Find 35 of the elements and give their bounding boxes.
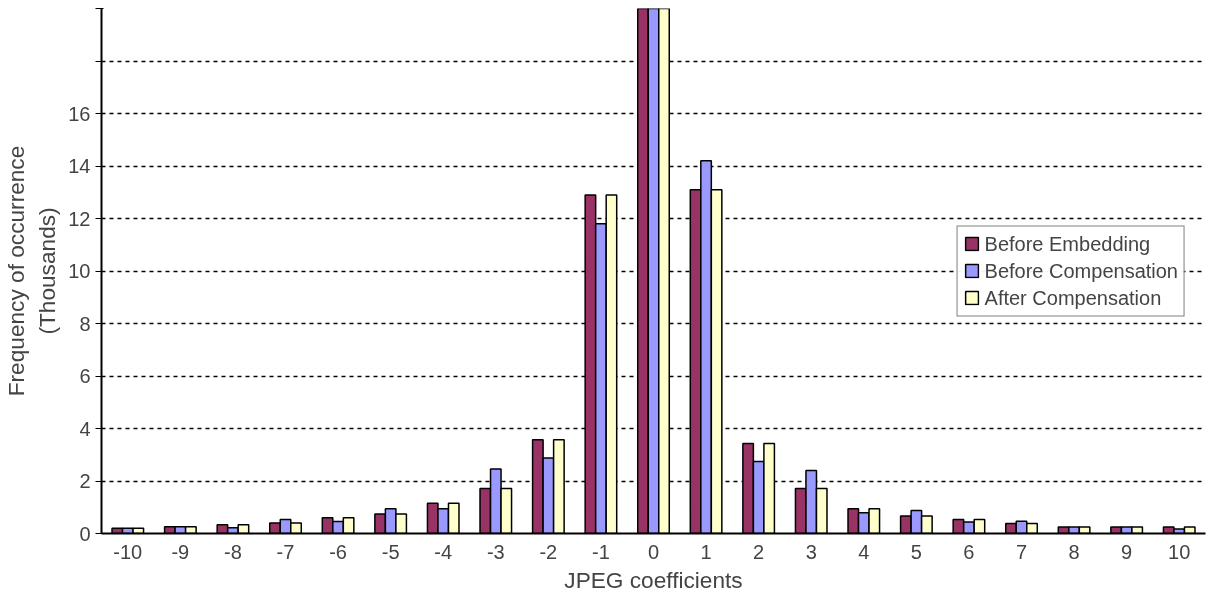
x-tick-label: -3: [486, 540, 505, 563]
x-tick-label: 9: [1121, 540, 1133, 563]
x-tick-label: 2: [753, 540, 765, 563]
x-tick-label: 10: [1168, 540, 1191, 563]
y-tick-label: 8: [79, 312, 91, 335]
x-tick-label: -5: [381, 540, 400, 563]
legend-label: After Compensation: [984, 286, 1162, 309]
legend-label: Before Embedding: [984, 232, 1151, 255]
x-tick-label: 6: [963, 540, 975, 563]
x-tick-label: -9: [171, 540, 190, 563]
x-tick-label: -10: [113, 540, 143, 563]
legend-label: Before Compensation: [984, 259, 1178, 282]
x-tick-label: 7: [1015, 540, 1028, 563]
x-tick-label: -4: [434, 540, 453, 563]
y-tick-label: 2: [79, 470, 91, 492]
x-tick-label: -1: [592, 540, 610, 563]
x-tick-label: 4: [858, 540, 870, 563]
y-tick-label: 12: [68, 207, 91, 230]
x-tick-label: 5: [910, 540, 922, 563]
y-tick-label: 6: [79, 365, 91, 387]
y-tick-label: 10: [68, 260, 91, 282]
x-tick-label: -6: [329, 540, 347, 563]
y-tick-label: 4: [79, 417, 91, 440]
y-tick-label: 14: [68, 155, 91, 177]
x-tick-label: -7: [276, 540, 295, 563]
x-tick-label: 8: [1068, 540, 1080, 563]
x-tick-label: 3: [805, 540, 817, 563]
y-tick-label: 16: [68, 102, 91, 125]
x-tick-label: 1: [700, 540, 712, 563]
x-tick-label: -2: [539, 540, 558, 563]
x-tick-label: -8: [224, 540, 242, 563]
x-tick-label: 0: [647, 540, 660, 563]
y-axis-title: Frequency of occurrence (Thousands): [3, 145, 61, 397]
x-axis-title: JPEG coefficients: [564, 566, 743, 593]
y-tick-label: 0: [79, 522, 91, 545]
